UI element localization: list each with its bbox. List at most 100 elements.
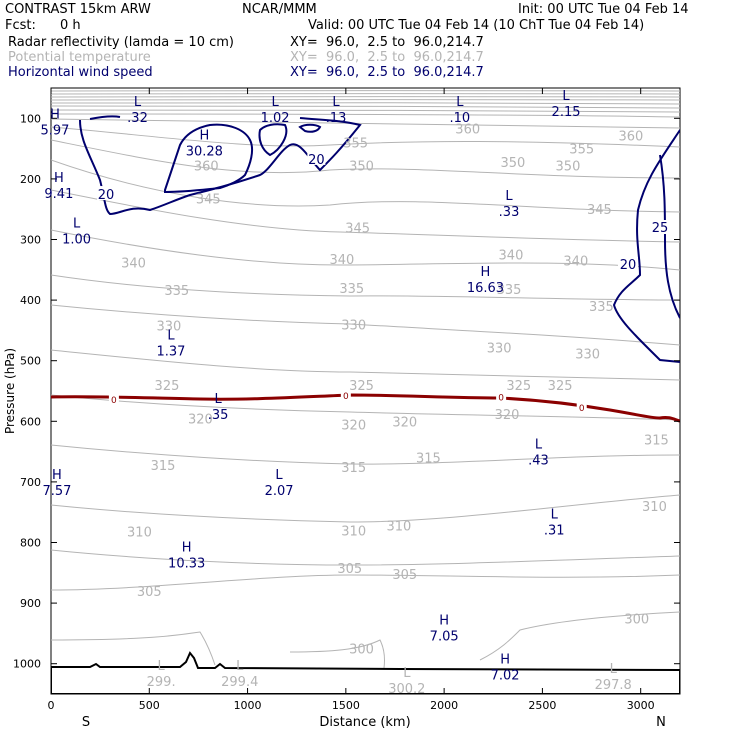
extreme-value: 1.02 — [261, 111, 290, 126]
wind-high-marker: H9.41 — [44, 171, 73, 202]
y-tick-label: 1000 — [13, 658, 41, 671]
extreme-value: 16.63 — [467, 281, 504, 296]
theta-label: 305 — [137, 585, 162, 600]
reflectivity-contour-label: 0 — [340, 389, 351, 402]
contour-labels: 360 360 355 355 360 350 350 350 345 345 345 340 340 3… — [40, 89, 670, 697]
org-label: NCAR/MMM — [242, 2, 317, 17]
extreme-kind: H — [439, 613, 449, 628]
theta-label: 310 — [387, 520, 412, 535]
y-tick-label: 300 — [20, 234, 41, 247]
svg-text:0: 0 — [343, 392, 349, 402]
theta-label: 325 — [548, 379, 573, 394]
extreme-value: 7.05 — [430, 629, 459, 644]
wind-low-marker: L.32 — [127, 95, 148, 126]
theta-label: 330 — [157, 320, 182, 335]
theta-label: 360 — [455, 123, 480, 138]
extreme-kind: L — [456, 95, 464, 110]
extreme-value: .33 — [499, 205, 520, 220]
theta-label: 360 — [618, 129, 643, 144]
extreme-value: 10.33 — [168, 557, 205, 572]
extreme-value: 297.8 — [595, 678, 632, 693]
extreme-kind: H — [50, 107, 60, 122]
extreme-kind: L — [332, 95, 340, 110]
theta-label: 325 — [155, 379, 180, 394]
x-end-label: N — [656, 715, 666, 730]
field-reflectivity-name: Radar reflectivity (lamda = 10 cm) — [8, 35, 234, 50]
x-axis-label: Distance (km) — [319, 715, 410, 730]
theta-label: 315 — [416, 452, 441, 467]
extreme-value: 299.4 — [221, 675, 258, 690]
wind-high-marker: H16.63 — [467, 265, 504, 296]
extreme-kind: H — [500, 653, 510, 668]
theta-label: 330 — [575, 347, 600, 362]
terrain-surface — [51, 651, 680, 694]
extreme-value: 30.28 — [186, 145, 223, 160]
y-tick-label: 700 — [20, 476, 41, 489]
extreme-value: 299. — [147, 675, 176, 690]
extreme-value: 1.37 — [156, 344, 185, 359]
extreme-value: 9.41 — [44, 187, 73, 202]
theta-label: 305 — [392, 568, 417, 583]
extreme-value: .32 — [127, 111, 148, 126]
wind-low-marker: L.31 — [544, 507, 565, 538]
svg-text:20: 20 — [98, 188, 115, 203]
y-tick-label: 900 — [20, 597, 41, 610]
extreme-value: 2.15 — [552, 105, 581, 120]
extreme-kind: L — [562, 89, 570, 104]
svg-text:0: 0 — [579, 404, 585, 414]
theta-label: 355 — [569, 143, 594, 158]
theta-label: 320 — [495, 408, 520, 423]
extreme-value: .35 — [208, 408, 229, 423]
reflectivity-contour-label: 0 — [108, 394, 119, 406]
wind-low-marker: L.13 — [326, 95, 347, 126]
y-tick-label: 400 — [20, 294, 41, 307]
y-tick-label: 100 — [20, 112, 41, 125]
wind-low-marker: L.43 — [528, 438, 549, 469]
theta-contours — [51, 90, 680, 669]
field-theta-xy: XY= 96.0, 2.5 to 96.0,214.7 — [290, 50, 484, 65]
theta-label: 300 — [624, 612, 649, 627]
extreme-value: .31 — [544, 523, 565, 538]
theta-label: 335 — [164, 284, 189, 299]
theta-label: 320 — [188, 412, 213, 427]
wind-low-marker: L.33 — [499, 189, 520, 220]
wind-high-marker: H7.57 — [42, 468, 71, 499]
field-wind-xy: XY= 96.0, 2.5 to 96.0,214.7 — [290, 65, 484, 80]
theta-label: 325 — [506, 379, 531, 394]
theta-label: 305 — [337, 562, 362, 577]
theta-label: 355 — [343, 137, 368, 152]
theta-label: 300 — [349, 643, 374, 658]
theta-label: 330 — [487, 341, 512, 356]
extreme-kind: L — [610, 662, 618, 677]
field-reflectivity-xy: XY= 96.0, 2.5 to 96.0,214.7 — [290, 35, 484, 50]
forecast-label: Fcst: — [5, 18, 36, 33]
reflectivity-contour-label: 0 — [496, 391, 507, 404]
wind-low-marker: L2.07 — [265, 468, 294, 499]
extreme-kind: L — [157, 659, 165, 674]
y-tick-label: 500 — [20, 355, 41, 368]
field-wind-name: Horizontal wind speed — [8, 65, 153, 80]
theta-label: 345 — [196, 192, 221, 207]
extreme-value: 5.97 — [40, 123, 69, 138]
wind-low-marker: L1.02 — [261, 95, 290, 126]
extreme-kind: L — [236, 659, 244, 674]
theta-label: 315 — [341, 461, 366, 476]
theta-label: 350 — [501, 156, 526, 171]
wind-contour-label: 20 — [618, 257, 638, 273]
extreme-kind: L — [275, 468, 283, 483]
wind-high-marker: H5.97 — [40, 107, 69, 138]
wind-high-marker: H30.28 — [186, 129, 223, 160]
extreme-kind: L — [214, 392, 222, 407]
theta-label: 310 — [341, 524, 366, 539]
extreme-kind: L — [551, 507, 559, 522]
extreme-value: 300.2 — [388, 682, 425, 697]
svg-text:20: 20 — [308, 153, 325, 168]
y-tick-label: 200 — [20, 173, 41, 186]
wind-low-marker: L2.15 — [552, 89, 581, 120]
theta-label: 350 — [556, 160, 581, 175]
extreme-kind: H — [54, 171, 64, 186]
svg-text:0: 0 — [111, 396, 117, 406]
wind-high-marker: H7.05 — [430, 613, 459, 644]
